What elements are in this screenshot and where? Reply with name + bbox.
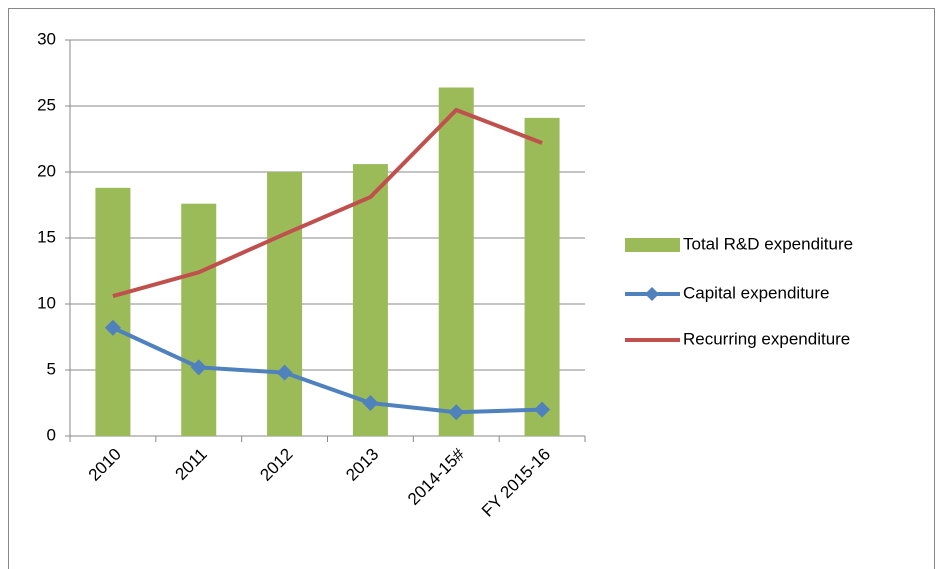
marker <box>448 404 465 421</box>
bar <box>352 164 388 436</box>
y-tick-label: 0 <box>47 425 56 444</box>
y-tick-label: 10 <box>37 293 56 312</box>
marker <box>534 401 551 418</box>
line <box>112 107 543 299</box>
marker <box>104 319 121 336</box>
marker <box>276 364 293 381</box>
bar <box>524 117 560 436</box>
bar <box>95 187 131 436</box>
bar <box>438 87 474 437</box>
bar <box>181 203 217 436</box>
legend-marker <box>645 287 659 301</box>
legend-swatch <box>625 238 680 252</box>
legend-label: Capital expenditure <box>683 283 829 302</box>
line <box>112 325 543 415</box>
y-tick-label: 5 <box>47 359 56 378</box>
legend-label: Total R&D expenditure <box>683 234 853 253</box>
bar <box>267 172 303 436</box>
marker <box>362 395 379 411</box>
y-tick-label: 30 <box>37 29 56 48</box>
legend-label: Recurring expenditure <box>683 329 850 348</box>
y-tick-label: 20 <box>37 161 56 180</box>
y-tick-label: 25 <box>37 95 56 114</box>
marker <box>190 359 207 376</box>
y-tick-label: 15 <box>37 227 56 246</box>
